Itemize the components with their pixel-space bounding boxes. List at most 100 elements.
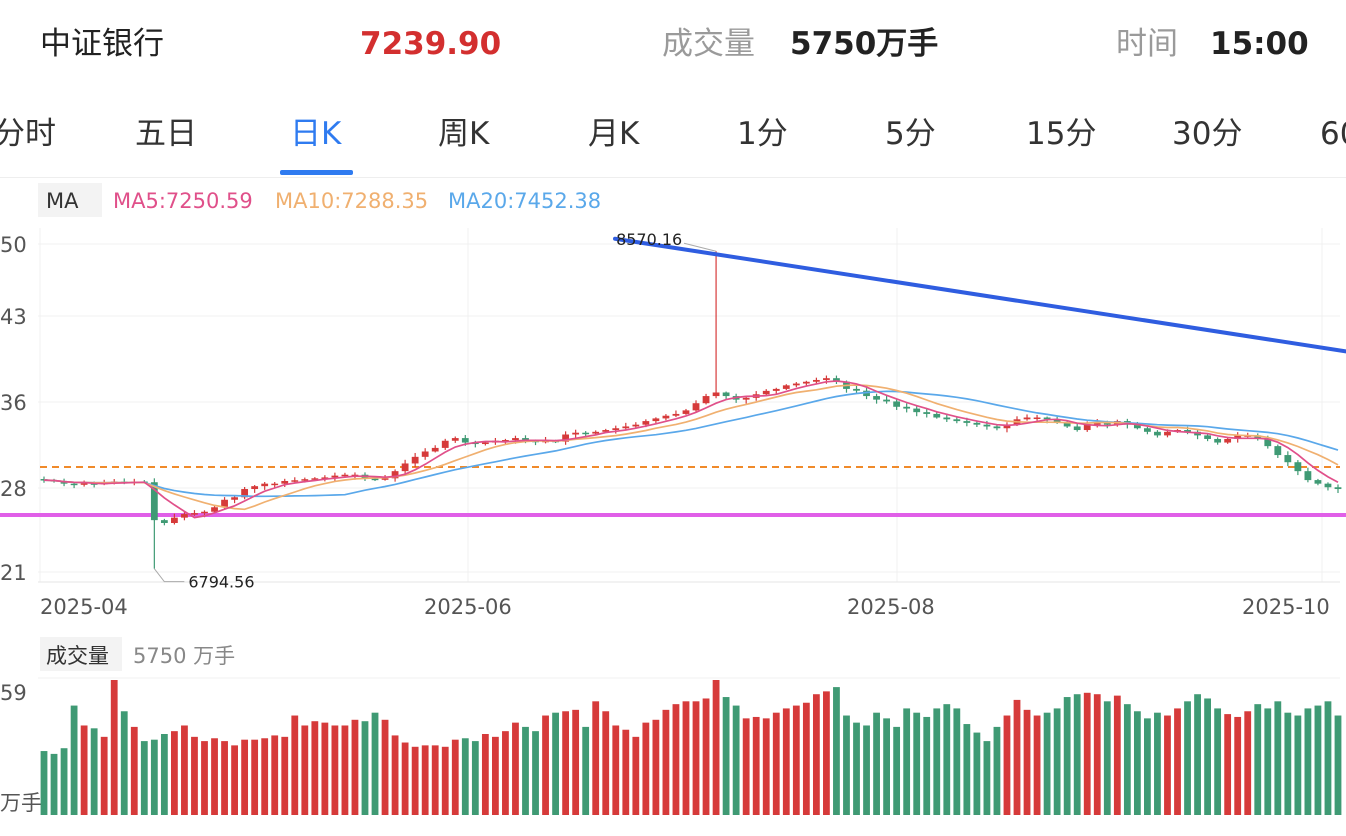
candle-body <box>461 438 469 443</box>
high-label: 8570.16 <box>616 230 682 249</box>
volume-bar <box>542 715 549 815</box>
volume-bar <box>1133 711 1141 815</box>
candle-body <box>913 408 921 413</box>
volume-bar <box>692 701 700 815</box>
volume-bar <box>221 741 228 815</box>
volume-bar <box>421 745 429 815</box>
volume-bar <box>1164 715 1171 815</box>
candle-body <box>572 432 580 435</box>
volume-bar <box>1274 701 1282 815</box>
y-tick-label: 43 <box>0 305 27 329</box>
candle-body <box>823 378 830 380</box>
volume-bar <box>291 715 299 815</box>
grid <box>38 228 1340 679</box>
time-value: 15:00 <box>1210 26 1309 62</box>
candle-body <box>321 477 329 479</box>
volume-bar <box>933 708 941 815</box>
candle-body <box>431 447 439 452</box>
candle-body <box>592 431 600 434</box>
volume-bar <box>853 722 860 815</box>
volume-bar <box>1304 708 1312 815</box>
volume-bar <box>883 718 891 815</box>
tab-monthly-k[interactable]: 月K <box>588 116 640 152</box>
moving-averages <box>43 380 1339 519</box>
time-label: 时间 <box>1116 26 1178 62</box>
candle-body <box>201 511 208 514</box>
tab-daily-k[interactable]: 日K <box>290 116 342 152</box>
candle-body <box>1003 424 1011 429</box>
volume-bar <box>1053 708 1061 815</box>
volume-bar <box>120 711 128 815</box>
x-tick-label: 2025-06 <box>424 595 512 619</box>
volume-bar <box>1043 712 1051 815</box>
volume-bar <box>642 722 650 815</box>
volume-bar <box>241 739 249 815</box>
volume-bar <box>1174 708 1181 815</box>
volume-bar <box>1184 701 1191 815</box>
candle-body <box>903 406 911 409</box>
tab-5min[interactable]: 5分 <box>885 116 936 152</box>
tab-15min[interactable]: 15分 <box>1026 116 1097 152</box>
candle-body <box>602 430 610 432</box>
volume-bar <box>1063 697 1071 815</box>
volume-bar <box>160 734 168 815</box>
ma10-line <box>43 384 1339 511</box>
candle-body <box>441 440 449 448</box>
candle-body <box>231 497 238 500</box>
tabs-divider <box>0 177 1346 178</box>
volume-bar <box>1113 695 1121 815</box>
candle-body <box>341 474 349 477</box>
tab-60min[interactable]: 60 <box>1320 116 1346 152</box>
stock-name: 中证银行 <box>40 26 164 62</box>
volume-bar <box>732 705 740 815</box>
candle-body <box>863 390 870 397</box>
volume-bar <box>502 731 509 815</box>
volume-bar <box>191 736 198 815</box>
active-tab-indicator <box>280 170 353 175</box>
candle-body <box>1324 483 1332 488</box>
candle-body <box>1043 417 1051 420</box>
volume-bar <box>712 680 720 815</box>
candle-body <box>221 499 228 508</box>
ma20-legend: MA20:7452.38 <box>448 189 601 213</box>
candle-body <box>742 397 750 400</box>
candle-body <box>812 379 820 382</box>
volume-bar <box>140 741 148 815</box>
candle-body <box>481 442 489 445</box>
volume-bar <box>823 691 830 815</box>
tab-weekly-k[interactable]: 周K <box>438 116 490 152</box>
tab-intraday[interactable]: 分时 <box>0 116 56 152</box>
candle-body <box>191 513 198 515</box>
volume-bar <box>181 725 188 815</box>
tab-five-day[interactable]: 五日 <box>135 116 197 152</box>
volume-bar <box>592 701 600 815</box>
trendline-layer <box>153 236 1346 583</box>
volume-bar <box>1013 699 1021 815</box>
volume-bar <box>80 725 88 815</box>
candle-body <box>923 412 931 414</box>
volume-bar <box>913 712 921 815</box>
volume-bar <box>371 712 379 815</box>
volume-bar <box>251 739 259 815</box>
volume-bar <box>261 738 269 815</box>
volume-legend-value: 5750 万手 <box>133 644 235 668</box>
volume-bar <box>953 708 961 815</box>
candle-body <box>1154 431 1161 436</box>
candle-body <box>582 432 590 435</box>
volume-bar <box>471 741 479 815</box>
volume-bar <box>481 734 489 815</box>
volume-bar <box>772 712 780 815</box>
resistance-trendline <box>613 236 1346 354</box>
tab-30min[interactable]: 30分 <box>1172 116 1243 152</box>
candle-body <box>160 520 168 523</box>
volume-bar <box>873 712 880 815</box>
volume-bar <box>361 721 369 815</box>
tab-1min[interactable]: 1分 <box>737 116 788 152</box>
candle-body <box>672 413 680 416</box>
candle-body <box>271 483 279 486</box>
volume-bar <box>431 745 439 815</box>
volume-bar <box>90 728 98 815</box>
volume-bar <box>893 726 901 815</box>
volume-bar <box>301 725 309 815</box>
